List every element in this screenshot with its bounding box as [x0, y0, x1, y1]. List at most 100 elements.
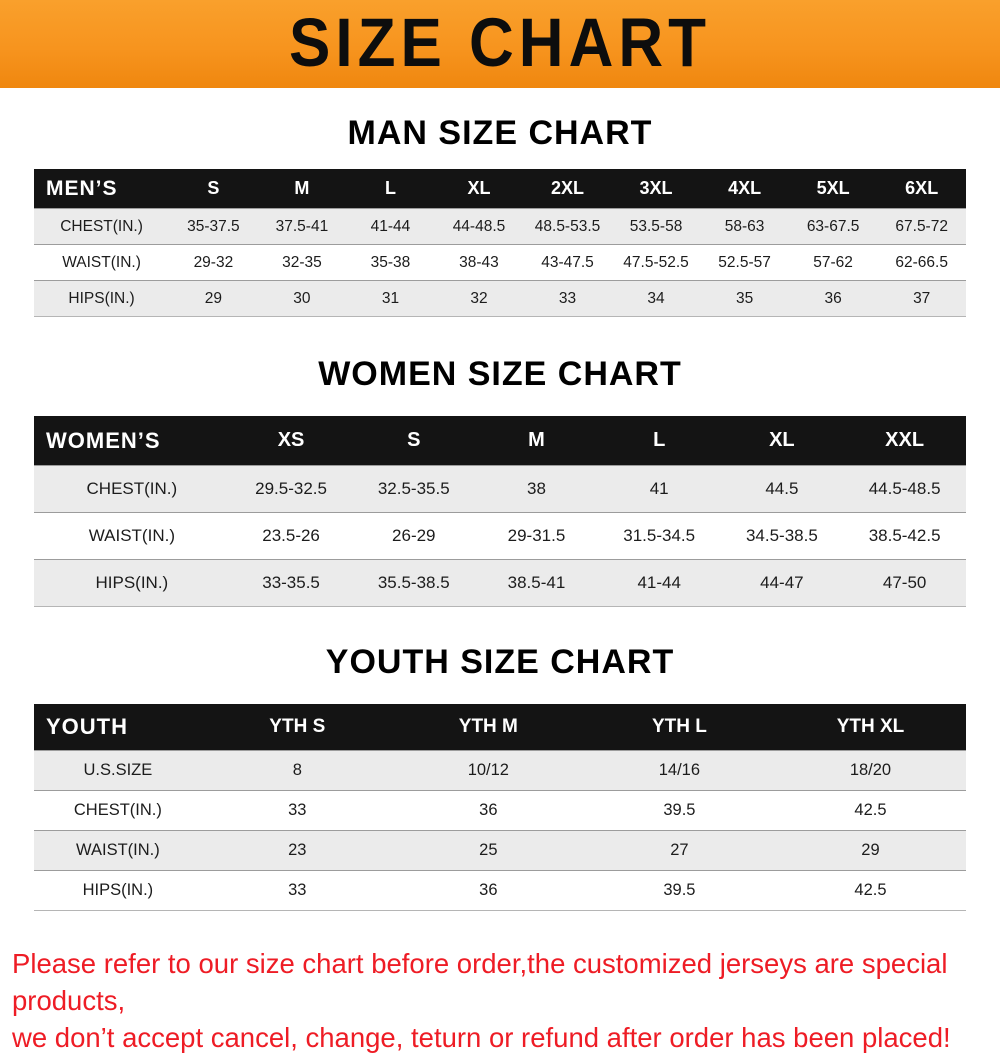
size-value-cell: 63-67.5 — [806, 217, 860, 235]
size-value-cell: 26-29 — [392, 526, 436, 545]
size-column-header: S — [169, 169, 258, 209]
size-value-cell: 23.5-26 — [262, 526, 320, 545]
measurement-label: CHEST(IN.) — [73, 801, 162, 819]
size-column-header: 2XL — [523, 169, 612, 209]
size-value-cell: 39.5 — [663, 801, 696, 819]
measurement-label: WAIST(IN.) — [88, 526, 175, 545]
size-value-cell: 38.5-41 — [507, 573, 566, 592]
size-value-cell: 18/20 — [849, 761, 892, 779]
size-value-cell: 35.5-38.5 — [377, 573, 450, 592]
size-value-cell: 33 — [288, 801, 307, 819]
size-value-cell: 10/12 — [467, 761, 509, 779]
size-value-cell: 32-35 — [282, 253, 322, 271]
size-column-header: 4XL — [700, 169, 789, 209]
size-value-cell: 23 — [288, 841, 307, 859]
size-value-cell: 35-38 — [370, 253, 411, 271]
size-value-cell: 34.5-38.5 — [745, 526, 818, 545]
size-value-cell: 8 — [292, 761, 302, 779]
size-value-cell: 32.5-35.5 — [377, 479, 450, 498]
size-value-cell: 31.5-34.5 — [623, 526, 696, 545]
size-value-cell: 36 — [824, 289, 842, 307]
table-header-row: MEN’S S M L XL 2XL 3XL 4XL 5XL 6XL — [34, 169, 966, 209]
size-value-cell: 44-47 — [760, 573, 804, 592]
size-value-cell: 33 — [558, 289, 577, 307]
table-header-row: YOUTH YTH S YTH M YTH L YTH XL — [34, 704, 966, 751]
men-size-table-container: MEN’S S M L XL 2XL 3XL 4XL 5XL 6XL CHEST(IN.) 35-37… — [34, 169, 966, 317]
size-column-header: XL — [720, 416, 844, 466]
youth-size-chart-heading: YOUTH SIZE CHART — [325, 643, 675, 681]
order-disclaimer: Please refer to our size chart before or… — [0, 945, 1000, 1056]
measurement-label: CHEST(IN.) — [60, 217, 143, 235]
size-value-cell: 29-32 — [193, 253, 234, 271]
table-row: WAIST(IN.) 23.5-26 26-29 29-31.5 31.5-34.5 34… — [34, 512, 966, 560]
measurement-label: HIPS(IN.) — [68, 289, 135, 307]
measurement-label: CHEST(IN.) — [86, 479, 178, 498]
size-value-cell: 44.5 — [765, 479, 799, 498]
size-value-cell: 44.5-48.5 — [868, 479, 941, 498]
size-value-cell: 29 — [861, 841, 880, 859]
size-value-cell: 41 — [649, 479, 669, 498]
size-table: WOMEN’S XS S M L XL XXL CHEST(IN.) 29.5-32.5 32.5… — [34, 416, 966, 607]
size-value-cell: 38 — [527, 479, 546, 498]
size-column-header: 3XL — [611, 169, 701, 209]
size-value-cell: 41-44 — [637, 573, 681, 592]
measurement-label: WAIST(IN.) — [76, 841, 160, 859]
size-column-header: XXL — [843, 416, 966, 466]
size-value-cell: 39.5 — [663, 881, 696, 899]
size-column-header: M — [257, 169, 347, 209]
size-value-cell: 38-43 — [459, 253, 499, 271]
table-row: HIPS(IN.) 33-35.5 35.5-38.5 38.5-41 41-44 44-… — [34, 559, 966, 607]
disclaimer-line-2: we don’t accept cancel, change, teturn o… — [12, 1022, 951, 1053]
size-value-cell: 43-47.5 — [541, 253, 594, 271]
table-row: CHEST(IN.) 29.5-32.5 32.5-35.5 38 41 44.5 44.5… — [34, 465, 966, 513]
size-value-cell: 36 — [479, 801, 498, 819]
table-row: WAIST(IN.) 29-32 32-35 35-38 38-43 43-47.5 47.… — [34, 244, 966, 281]
size-column-header: 6XL — [877, 169, 966, 209]
size-column-header: XL — [434, 169, 524, 209]
size-value-cell: 32 — [470, 289, 488, 307]
size-table: MEN’S S M L XL 2XL 3XL 4XL 5XL 6XL CHEST(IN.) 35-37… — [34, 169, 966, 317]
size-value-cell: 25 — [479, 841, 498, 859]
measurement-label: HIPS(IN.) — [82, 881, 154, 899]
table-row: CHEST(IN.) 33 36 39.5 42.5 — [34, 790, 966, 831]
size-value-cell: 38.5-42.5 — [868, 526, 941, 545]
size-value-cell: 29-31.5 — [507, 526, 566, 545]
table-title: YOUTH — [34, 704, 202, 751]
size-column-header: YTH L — [583, 704, 775, 751]
size-value-cell: 30 — [293, 289, 311, 307]
table-row: WAIST(IN.) 23 25 27 29 — [34, 830, 966, 871]
size-column-header: S — [352, 416, 476, 466]
youth-size-table-container: YOUTH YTH S YTH M YTH L YTH XL U.S.SIZE 8 10/12… — [34, 704, 966, 911]
size-value-cell: 14/16 — [658, 761, 701, 779]
page-title: SIZE CHART — [289, 5, 711, 82]
size-value-cell: 52.5-57 — [718, 253, 771, 271]
size-value-cell: 29.5-32.5 — [255, 479, 327, 498]
size-value-cell: 37 — [913, 289, 931, 307]
size-value-cell: 48.5-53.5 — [534, 217, 601, 235]
man-size-chart-heading: MAN SIZE CHART — [347, 114, 653, 152]
size-value-cell: 36 — [479, 881, 498, 899]
size-column-header: YTH XL — [774, 704, 966, 751]
size-column-header: M — [475, 416, 598, 466]
size-value-cell: 42.5 — [854, 801, 887, 819]
table-row: CHEST(IN.) 35-37.5 37.5-41 41-44 44-48.5 48.5… — [34, 208, 966, 245]
women-size-table-container: WOMEN’S XS S M L XL XXL CHEST(IN.) 29.5-32.5 32.5… — [34, 416, 966, 607]
size-value-cell: 44-48.5 — [452, 217, 506, 235]
size-value-cell: 27 — [670, 841, 689, 859]
size-value-cell: 53.5-58 — [629, 217, 683, 235]
size-value-cell: 57-62 — [813, 253, 853, 271]
size-value-cell: 31 — [381, 289, 400, 307]
table-row: HIPS(IN.) 29 30 31 32 33 34 35 36 37 — [34, 280, 966, 317]
measurement-label: U.S.SIZE — [83, 761, 153, 779]
size-column-header: XS — [229, 416, 353, 466]
size-value-cell: 35 — [735, 289, 754, 307]
size-value-cell: 62-66.5 — [895, 253, 948, 271]
size-value-cell: 34 — [647, 289, 665, 307]
table-title: MEN’S — [34, 169, 170, 209]
table-header-row: WOMEN’S XS S M L XL XXL — [34, 416, 966, 466]
size-value-cell: 33 — [288, 881, 307, 899]
measurement-label: HIPS(IN.) — [95, 573, 169, 592]
size-value-cell: 67.5-72 — [895, 217, 948, 235]
table-title: WOMEN’S — [34, 416, 230, 466]
size-value-cell: 29 — [204, 289, 223, 307]
